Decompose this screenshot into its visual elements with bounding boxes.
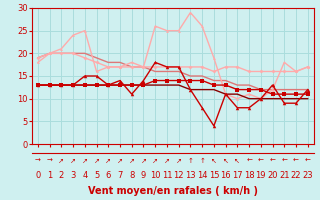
Text: ↗: ↗ bbox=[82, 158, 88, 164]
Text: 12: 12 bbox=[173, 170, 184, 180]
Text: ←: ← bbox=[269, 158, 276, 164]
Text: 18: 18 bbox=[244, 170, 254, 180]
Text: ↖: ↖ bbox=[211, 158, 217, 164]
Text: 1: 1 bbox=[47, 170, 52, 180]
Text: ↖: ↖ bbox=[234, 158, 240, 164]
Text: ←: ← bbox=[281, 158, 287, 164]
Text: ↗: ↗ bbox=[70, 158, 76, 164]
Text: ↗: ↗ bbox=[152, 158, 158, 164]
Text: 16: 16 bbox=[220, 170, 231, 180]
Text: ←: ← bbox=[293, 158, 299, 164]
Text: 4: 4 bbox=[82, 170, 87, 180]
Text: ↗: ↗ bbox=[129, 158, 135, 164]
Text: 22: 22 bbox=[291, 170, 301, 180]
Text: →: → bbox=[47, 158, 52, 164]
Text: ↗: ↗ bbox=[105, 158, 111, 164]
Text: 10: 10 bbox=[150, 170, 160, 180]
Text: ←: ← bbox=[258, 158, 264, 164]
Text: →: → bbox=[35, 158, 41, 164]
Text: 20: 20 bbox=[267, 170, 278, 180]
Text: ↗: ↗ bbox=[164, 158, 170, 164]
Text: 19: 19 bbox=[256, 170, 266, 180]
Text: ↗: ↗ bbox=[117, 158, 123, 164]
Text: ↗: ↗ bbox=[176, 158, 182, 164]
Text: 11: 11 bbox=[162, 170, 172, 180]
Text: 8: 8 bbox=[129, 170, 134, 180]
Text: 2: 2 bbox=[59, 170, 64, 180]
Text: 21: 21 bbox=[279, 170, 290, 180]
Text: 0: 0 bbox=[35, 170, 41, 180]
Text: 9: 9 bbox=[141, 170, 146, 180]
Text: ↗: ↗ bbox=[140, 158, 147, 164]
Text: ↗: ↗ bbox=[93, 158, 100, 164]
Text: 13: 13 bbox=[185, 170, 196, 180]
Text: ↗: ↗ bbox=[58, 158, 64, 164]
Text: ←: ← bbox=[246, 158, 252, 164]
Text: 6: 6 bbox=[106, 170, 111, 180]
Text: 15: 15 bbox=[209, 170, 219, 180]
Text: 17: 17 bbox=[232, 170, 243, 180]
Text: ↑: ↑ bbox=[188, 158, 193, 164]
Text: Vent moyen/en rafales ( km/h ): Vent moyen/en rafales ( km/h ) bbox=[88, 186, 258, 196]
Text: ←: ← bbox=[305, 158, 311, 164]
Text: 23: 23 bbox=[302, 170, 313, 180]
Text: ↖: ↖ bbox=[223, 158, 228, 164]
Text: 5: 5 bbox=[94, 170, 99, 180]
Text: 3: 3 bbox=[70, 170, 76, 180]
Text: 7: 7 bbox=[117, 170, 123, 180]
Text: ↑: ↑ bbox=[199, 158, 205, 164]
Text: 14: 14 bbox=[197, 170, 207, 180]
